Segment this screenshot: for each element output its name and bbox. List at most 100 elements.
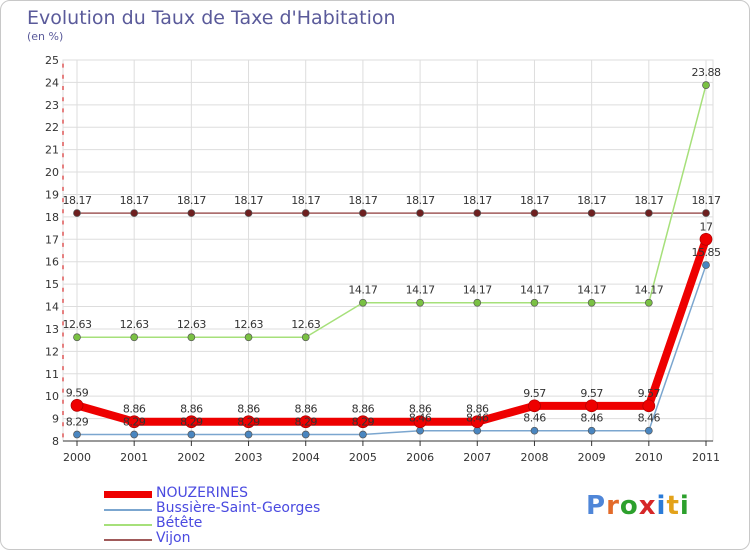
x-tick-label: 2007	[463, 451, 491, 464]
legend-swatch-betete	[104, 523, 152, 526]
data-point	[244, 333, 253, 342]
logo-letter: r	[606, 491, 620, 521]
logo-letter: o	[619, 491, 639, 521]
y-tick-label: 16	[45, 256, 59, 269]
x-tick-label: 2010	[635, 451, 663, 464]
data-point	[244, 209, 253, 217]
data-point	[702, 261, 710, 269]
data-label: 18.17	[577, 194, 606, 207]
legend-swatch-nouzerines	[104, 491, 152, 498]
data-label: 23.88	[692, 66, 721, 79]
data-label: 9.57	[638, 387, 661, 400]
data-labels: 9.59 8.86 8.86 8.86 8.86 8.86 8.86 8.86 9.57 9.57…	[63, 66, 722, 429]
logo-letter: i	[679, 491, 690, 521]
data-label: 18.17	[234, 194, 263, 207]
data-label: 18.17	[406, 194, 435, 207]
data-point	[359, 209, 367, 217]
data-point	[301, 209, 310, 217]
data-label: 9.57	[523, 387, 546, 400]
data-label: 14.17	[463, 284, 492, 297]
data-point	[73, 333, 81, 342]
data-label: 8.86	[409, 403, 432, 416]
data-point	[127, 415, 141, 429]
y-tick-label: 23	[45, 99, 59, 112]
y-tick-label: 10	[45, 390, 59, 403]
x-tick-label: 2002	[177, 451, 205, 464]
data-label: 8.29	[237, 416, 260, 429]
logo-letter: x	[638, 491, 657, 521]
data-point	[530, 209, 539, 217]
data-point	[187, 333, 196, 342]
data-point	[73, 430, 81, 439]
data-point	[359, 298, 367, 307]
data-point	[702, 81, 710, 89]
x-tick-label: 2001	[120, 451, 148, 464]
data-label: 8.46	[409, 412, 432, 425]
y-tick-label: 25	[45, 54, 59, 67]
y-tick-label: 20	[45, 166, 59, 179]
data-point	[587, 426, 596, 435]
data-point	[587, 298, 596, 307]
series-line-bussi-re-saint-georges	[77, 264, 707, 436]
data-label: 14.17	[348, 284, 377, 297]
legend-label-betete: Bétête	[156, 515, 203, 531]
data-label: 8.86	[237, 403, 260, 416]
data-point	[244, 430, 253, 439]
data-point	[242, 415, 255, 429]
data-point	[644, 298, 653, 307]
data-label: 18.17	[692, 194, 721, 207]
legend-label-vijon: Vijon	[156, 530, 191, 546]
data-label: 12.63	[177, 318, 206, 331]
y-tick-label: 24	[45, 76, 59, 89]
y-tick-label: 8	[52, 435, 59, 448]
data-point	[70, 399, 84, 412]
data-label: 8.29	[352, 416, 375, 429]
data-label: 8.29	[123, 416, 146, 429]
data-point	[416, 298, 424, 307]
data-point	[530, 298, 539, 307]
y-tick-label: 19	[45, 188, 59, 201]
data-point	[185, 415, 198, 429]
data-label: 12.63	[63, 318, 92, 331]
data-point	[473, 298, 482, 307]
data-label: 8.86	[466, 403, 489, 416]
data-label: 8.86	[123, 403, 146, 416]
grid	[62, 59, 714, 442]
data-point	[299, 415, 313, 429]
x-tick-label: 2003	[235, 451, 263, 464]
data-point	[301, 333, 310, 342]
data-label: 8.46	[466, 412, 489, 425]
data-label: 18.17	[63, 194, 92, 207]
data-point	[530, 426, 539, 435]
x-tick-label: 2006	[406, 451, 434, 464]
y-tick-label: 13	[45, 323, 59, 336]
data-label: 18.17	[177, 194, 206, 207]
data-point	[473, 426, 482, 435]
data-point	[644, 209, 653, 217]
data-label: 8.86	[180, 403, 203, 416]
data-label: 8.46	[580, 412, 603, 425]
data-point	[528, 399, 541, 413]
x-tick-label: 2004	[292, 451, 320, 464]
data-point	[644, 426, 653, 435]
data-label: 18.17	[634, 194, 663, 207]
unit-label: (en %)	[27, 30, 64, 43]
logo-letter: P	[586, 491, 607, 521]
data-label: 14.17	[577, 284, 606, 297]
series-line-nouzerines	[75, 237, 710, 426]
data-point	[416, 426, 424, 435]
chart-title: Evolution du Taux de Taxe d'Habitation	[27, 7, 396, 29]
legend-label-nouzerines: NOUZERINES	[156, 485, 248, 501]
y-tick-label: 12	[45, 345, 59, 358]
data-label: 18.17	[291, 194, 320, 207]
x-tick-label: 2008	[520, 451, 548, 464]
logo-letter: t	[666, 491, 680, 521]
data-point	[356, 415, 370, 429]
data-point	[413, 415, 427, 429]
data-point	[587, 209, 596, 217]
data-label: 18.17	[520, 194, 549, 207]
x-tick-label: 2009	[578, 451, 606, 464]
data-label: 9.59	[66, 386, 89, 399]
legend-label-bussiere: Bussière-Saint-Georges	[156, 500, 321, 516]
